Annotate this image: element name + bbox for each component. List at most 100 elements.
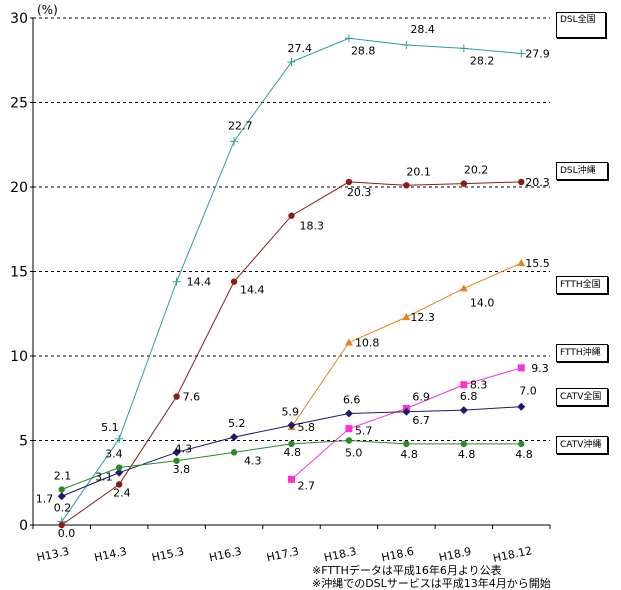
- label-FTTH沖縄-1: 5.7: [355, 425, 373, 438]
- footnote-dsl-okinawa: ※沖縄でのDSLサービスは平成13年4月から開始: [312, 577, 551, 590]
- label-CATV全国-2: 4.3: [175, 442, 193, 455]
- label-DSL沖縄-1: 2.4: [113, 486, 130, 499]
- series-CATV沖縄: [58, 437, 525, 493]
- label-CATV沖縄-7: 4.8: [458, 448, 476, 461]
- x-tick-H15.3: H15.3: [151, 545, 186, 565]
- legend-item-DSL全国: DSL全国: [556, 12, 606, 38]
- label-CATV全国-7: 6.8: [460, 390, 478, 403]
- marker-DSL全国-6: [402, 41, 411, 50]
- marker-DSL全国-3: [230, 137, 239, 146]
- label-CATV全国-0: 1.7: [36, 492, 54, 505]
- label-DSL全国-8: 27.9: [525, 47, 550, 60]
- legend-item-FTTH沖縄: FTTH沖縄: [556, 344, 608, 362]
- data-labels-layer: 0.2 5.1 14.4 22.7 27.4 28.8 28.4 28.2 27.9 0.0 2.4…: [36, 23, 550, 540]
- marker-CATV全国-8: [517, 402, 526, 411]
- label-CATV沖縄-2: 3.8: [173, 463, 191, 476]
- label-DSL沖縄-6: 20.1: [406, 165, 431, 178]
- y-tick-15: 15: [10, 265, 28, 281]
- label-DSL沖縄-5: 20.3: [347, 186, 372, 199]
- marker-DSL全国-1: [115, 434, 124, 443]
- marker-CATV全国-6: [402, 407, 411, 416]
- marker-CATV全国-7: [459, 406, 468, 415]
- label-FTTH全国-0: 5.8: [298, 421, 316, 434]
- legend-item-DSL沖縄: DSL沖縄: [556, 162, 608, 180]
- label-FTTH全国-3: 14.0: [470, 296, 495, 309]
- x-tick-H18.12: H18.12: [492, 544, 534, 565]
- label-DSL全国-3: 22.7: [228, 119, 253, 132]
- marker-CATV全国-4: [287, 421, 296, 430]
- label-CATV全国-8: 7.0: [519, 385, 537, 398]
- marker-DSL沖縄-7: [460, 180, 468, 187]
- footnote-ftth: ※FTTHデータは平成16年6月より公表: [312, 564, 502, 577]
- marker-FTTH全国-3: [459, 284, 468, 292]
- marker-FTTH沖縄-1: [345, 425, 353, 433]
- x-tick-H13.3: H13.3: [36, 545, 71, 565]
- x-tick-H18.6: H18.6: [380, 545, 415, 565]
- label-FTTH沖縄-4: 9.3: [531, 362, 549, 375]
- label-FTTH全国-2: 12.3: [410, 311, 435, 324]
- marker-FTTH全国-1: [344, 338, 353, 346]
- label-FTTH沖縄-0: 2.7: [298, 479, 316, 492]
- label-CATV全国-5: 6.6: [343, 393, 361, 406]
- label-DSL全国-0: 0.2: [54, 502, 72, 515]
- label-DSL全国-6: 28.4: [410, 23, 435, 36]
- line-FTTH全国: [291, 262, 522, 428]
- label-DSL沖縄-3: 14.4: [240, 284, 264, 297]
- marker-FTTH全国-2: [402, 313, 411, 321]
- y-tick-0: 0: [19, 518, 28, 534]
- line-DSL沖縄: [61, 181, 522, 526]
- y-tick-25: 25: [10, 96, 28, 112]
- series-DSL沖縄: [58, 178, 525, 529]
- label-CATV沖縄-1: 3.4: [105, 448, 123, 461]
- legend-item-CATV全国: CATV全国: [556, 388, 608, 406]
- legend-item-CATV沖縄: CATV沖縄: [556, 436, 608, 454]
- marker-DSL全国-4: [287, 57, 296, 66]
- marker-CATV沖縄-5: [345, 437, 353, 444]
- y-tick-5: 5: [19, 434, 28, 450]
- label-DSL沖縄-0: 0.0: [58, 527, 76, 540]
- marker-DSL沖縄-0: [58, 521, 65, 529]
- series-layer: [57, 34, 526, 529]
- marker-DSL沖縄-4: [288, 212, 295, 219]
- marker-CATV沖縄-4: [288, 440, 295, 448]
- label-CATV沖縄-3: 4.3: [244, 454, 261, 467]
- y-tick-10: 10: [10, 349, 28, 365]
- label-DSL全国-4: 27.4: [288, 42, 313, 55]
- marker-DSL沖縄-8: [518, 178, 525, 186]
- marker-DSL沖縄-2: [173, 393, 180, 400]
- label-FTTH沖縄-2: 6.9: [412, 390, 430, 403]
- label-CATV沖縄-5: 5.0: [345, 447, 363, 460]
- x-tick-H18.9: H18.9: [438, 545, 473, 565]
- marker-FTTH沖縄-3: [460, 381, 468, 389]
- legend-item-FTTH全国: FTTH全国: [556, 276, 608, 294]
- label-FTTH全国-4: 15.5: [525, 257, 550, 270]
- label-DSL沖縄-7: 20.2: [464, 164, 489, 177]
- label-DSL沖縄-8: 20.3: [525, 176, 550, 189]
- x-tick-H16.3: H16.3: [208, 545, 243, 565]
- marker-CATV全国-0: [57, 492, 66, 501]
- marker-CATV沖縄-7: [460, 440, 468, 448]
- label-CATV全国-4: 5.9: [282, 405, 300, 418]
- label-DSL沖縄-4: 18.3: [300, 220, 325, 233]
- marker-CATV沖縄-0: [58, 486, 65, 493]
- marker-CATV全国-5: [344, 409, 353, 418]
- label-DSL沖縄-2: 7.6: [183, 391, 201, 404]
- marker-CATV沖縄-8: [518, 440, 525, 448]
- series-FTTH沖縄: [288, 364, 525, 483]
- marker-CATV全国-3: [230, 433, 239, 442]
- marker-DSL沖縄-3: [230, 278, 238, 285]
- marker-DSL全国-7: [459, 44, 468, 53]
- label-DSL全国-7: 28.2: [470, 54, 495, 67]
- series-FTTH全国: [287, 259, 526, 430]
- label-CATV全国-1: 3.1: [95, 471, 113, 484]
- x-tick-H17.3: H17.3: [265, 545, 300, 565]
- label-DSL全国-2: 14.4: [187, 276, 212, 289]
- marker-DSL沖縄-6: [403, 182, 410, 189]
- marker-DSL全国-8: [517, 49, 526, 58]
- y-axis-unit-label: (%): [37, 3, 58, 17]
- y-axis-ticks: 0 5 10 15 20 25 30: [10, 11, 33, 534]
- marker-CATV沖縄-2: [173, 457, 180, 464]
- marker-DSL沖縄-1: [115, 481, 123, 488]
- label-FTTH沖縄-3: 8.3: [470, 379, 488, 392]
